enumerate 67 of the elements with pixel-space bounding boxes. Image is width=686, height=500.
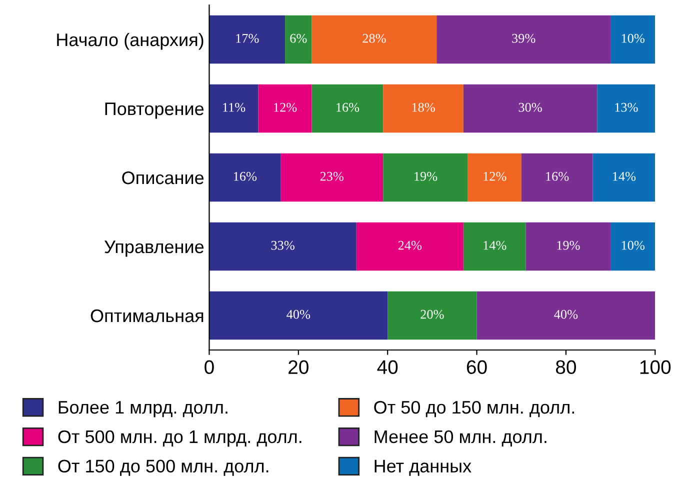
bar (610, 15, 656, 64)
data-label: 20% (420, 310, 444, 319)
bar (209, 84, 258, 133)
bar (285, 15, 312, 64)
data-label: 16% (546, 172, 569, 181)
legend-label: Менее 50 млн. долл. (374, 430, 546, 447)
bar (280, 153, 384, 202)
legend-label: От 50 до 150 млн. долл. (374, 400, 574, 418)
x-tick-label: 60 (466, 360, 487, 374)
data-label: 24% (398, 240, 422, 250)
bar (383, 84, 464, 133)
data-label: 12% (274, 102, 297, 112)
data-label: 40% (554, 310, 578, 319)
data-label: 12% (484, 172, 506, 181)
data-label: 13% (615, 102, 638, 112)
bar (312, 84, 384, 133)
y-tick-label: Управление (104, 240, 204, 257)
bar (209, 153, 281, 202)
x-tick-label: 80 (556, 360, 576, 374)
y-tick-label: Начало (анархия) (57, 32, 204, 50)
legend-label: Нет данных (374, 460, 472, 476)
data-label: 40% (286, 310, 310, 319)
data-label: 14% (612, 172, 636, 181)
bar (436, 15, 611, 64)
bar (463, 222, 526, 271)
bar (209, 291, 388, 340)
data-label: 14% (484, 240, 506, 250)
data-label: 17% (236, 34, 259, 43)
bar (388, 291, 477, 340)
bar (526, 222, 611, 271)
y-tick-label: Описание (122, 171, 204, 184)
y-tick-label: Повторение (105, 102, 204, 119)
data-label: 11% (223, 102, 246, 112)
bar (312, 15, 437, 64)
bar (209, 222, 356, 271)
x-tick-label: 0 (204, 360, 214, 374)
legend-label: Более 1 млрд. долл. (58, 401, 228, 418)
data-label: 6% (290, 34, 307, 43)
bar (597, 84, 656, 133)
x-tick-label: 100 (640, 360, 671, 374)
bar (468, 153, 522, 202)
data-label: 28% (362, 34, 386, 43)
data-label: 33% (271, 240, 294, 250)
data-label: 10% (622, 34, 644, 43)
bar (356, 222, 464, 271)
data-label: 23% (320, 172, 344, 181)
bar (476, 291, 656, 340)
bar (463, 84, 598, 133)
data-label: 39% (512, 34, 536, 43)
x-tick-label: 20 (288, 360, 308, 374)
data-label: 16% (336, 102, 360, 112)
data-label: 10% (622, 240, 644, 250)
x-tick-label: 40 (377, 360, 398, 374)
bar (592, 153, 656, 202)
bar (209, 15, 286, 64)
legend-label: От 150 до 500 млн. долл. (58, 460, 268, 476)
bar (521, 153, 593, 202)
data-label: 30% (518, 102, 542, 112)
bar (610, 222, 656, 271)
legend-label: От 500 млн. до 1 млрд. долл. (58, 430, 302, 447)
bar (383, 153, 468, 202)
data-label: 19% (557, 240, 580, 250)
data-label: 16% (234, 172, 257, 181)
y-tick-label: Оптимальная (90, 309, 204, 322)
data-label: 18% (412, 102, 435, 112)
bar (258, 84, 312, 133)
data-label: 19% (414, 172, 438, 181)
